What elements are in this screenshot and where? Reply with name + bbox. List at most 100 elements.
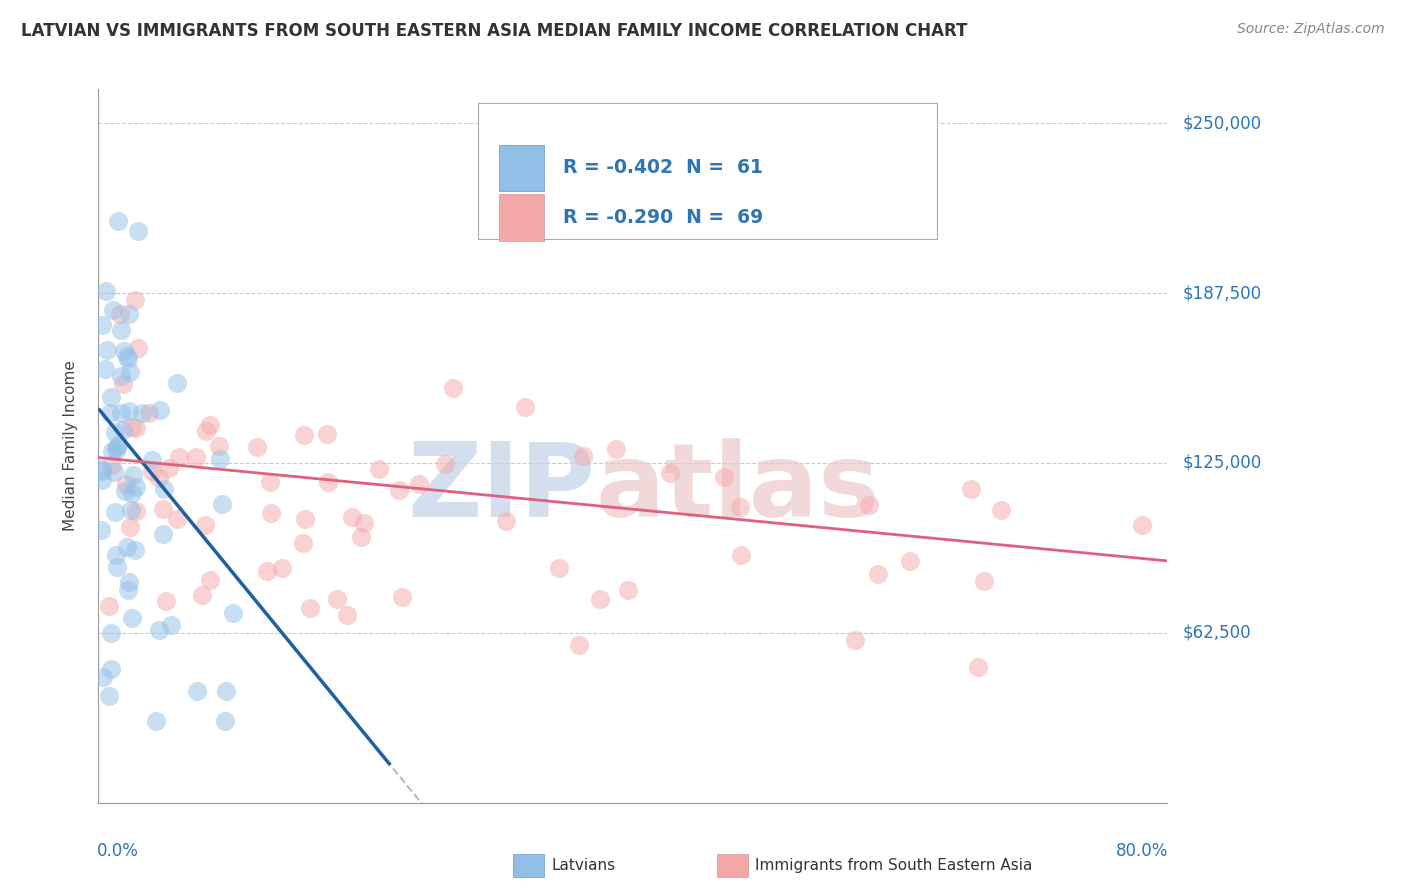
Text: Source: ZipAtlas.com: Source: ZipAtlas.com <box>1237 22 1385 37</box>
FancyBboxPatch shape <box>499 145 544 191</box>
Point <box>548 561 571 575</box>
Text: $125,000: $125,000 <box>1182 454 1263 472</box>
Point <box>94 284 117 298</box>
Point <box>315 426 337 441</box>
Point <box>292 428 315 442</box>
Point <box>118 307 141 321</box>
Point <box>299 601 322 615</box>
Point <box>967 660 990 674</box>
Point <box>138 406 160 420</box>
Point <box>107 437 129 451</box>
Point <box>368 462 391 476</box>
Point <box>292 535 315 549</box>
Point <box>325 591 347 606</box>
Point <box>898 554 921 568</box>
Text: 80.0%: 80.0% <box>1116 842 1168 860</box>
Point <box>973 574 995 589</box>
Point <box>259 475 281 489</box>
Point <box>114 483 136 498</box>
Point <box>94 361 117 376</box>
Point <box>125 480 148 494</box>
Point <box>960 482 983 496</box>
Point <box>208 452 231 467</box>
Point <box>100 662 122 676</box>
Point <box>124 543 146 558</box>
Point <box>1130 517 1153 532</box>
Point <box>153 483 176 497</box>
Point <box>167 450 190 464</box>
Point <box>141 453 163 467</box>
Point <box>120 520 142 534</box>
Point <box>101 443 124 458</box>
Point <box>141 464 163 478</box>
Point <box>121 611 143 625</box>
Point <box>495 514 517 528</box>
Point <box>589 591 612 606</box>
Point <box>844 632 866 647</box>
Point <box>200 573 222 587</box>
Point <box>160 618 183 632</box>
Point <box>353 516 375 530</box>
Point <box>208 439 231 453</box>
Point <box>117 352 139 367</box>
Point <box>96 343 118 357</box>
Point <box>105 443 128 458</box>
Point <box>131 406 153 420</box>
Point <box>148 623 170 637</box>
Point <box>125 421 148 435</box>
Point <box>118 404 141 418</box>
Point <box>316 475 339 489</box>
Point <box>214 684 236 698</box>
Point <box>515 400 537 414</box>
Point <box>166 512 188 526</box>
Point <box>148 471 170 485</box>
Point <box>256 564 278 578</box>
Point <box>105 548 128 562</box>
FancyBboxPatch shape <box>478 103 938 239</box>
Point <box>124 293 146 307</box>
Point <box>434 457 457 471</box>
Point <box>145 714 167 729</box>
Point <box>105 441 128 455</box>
Point <box>91 473 114 487</box>
Point <box>105 560 128 574</box>
Point <box>191 589 214 603</box>
Point <box>117 541 139 555</box>
Point <box>159 460 181 475</box>
Point <box>120 365 142 379</box>
Point <box>104 425 127 440</box>
Point <box>91 670 114 684</box>
Point <box>246 440 269 454</box>
Text: Latvians: Latvians <box>551 858 616 872</box>
Point <box>271 560 294 574</box>
Point <box>408 477 430 491</box>
Y-axis label: Median Family Income: Median Family Income <box>63 360 77 532</box>
Point <box>100 626 122 640</box>
Point <box>117 582 139 597</box>
Point <box>155 593 177 607</box>
Point <box>103 465 125 479</box>
Point <box>214 714 236 729</box>
Text: $62,500: $62,500 <box>1182 624 1251 642</box>
Point <box>110 369 132 384</box>
Text: LATVIAN VS IMMIGRANTS FROM SOUTH EASTERN ASIA MEDIAN FAMILY INCOME CORRELATION C: LATVIAN VS IMMIGRANTS FROM SOUTH EASTERN… <box>21 22 967 40</box>
Point <box>658 466 681 480</box>
Point <box>149 403 172 417</box>
Text: ZIP: ZIP <box>408 438 595 540</box>
Point <box>100 458 122 472</box>
Text: 0.0%: 0.0% <box>97 842 139 860</box>
Point <box>90 523 112 537</box>
Point <box>91 464 114 478</box>
Text: atlas: atlas <box>595 438 880 540</box>
Point <box>152 527 174 541</box>
Point <box>200 418 222 433</box>
Point <box>121 485 143 500</box>
Point <box>97 599 120 613</box>
Point <box>120 503 142 517</box>
Point <box>122 467 145 482</box>
Text: R = -0.402  N =  61: R = -0.402 N = 61 <box>564 158 763 178</box>
Text: $250,000: $250,000 <box>1182 114 1263 132</box>
Point <box>91 318 114 332</box>
Point <box>110 406 132 420</box>
Point <box>294 511 316 525</box>
